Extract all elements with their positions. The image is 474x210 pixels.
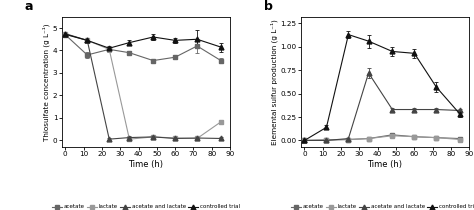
Text: b: b [264,0,273,13]
Legend: acetate, lactate, acetate and lactate, controlled trial: acetate, lactate, acetate and lactate, c… [52,205,240,209]
Legend: acetate, lactate, acetate and lactate, controlled trial: acetate, lactate, acetate and lactate, c… [291,205,474,209]
X-axis label: Time (h): Time (h) [367,160,402,169]
X-axis label: Time (h): Time (h) [128,160,164,169]
Text: a: a [25,0,33,13]
Y-axis label: Thiosulfate concentration (g L⁻¹): Thiosulfate concentration (g L⁻¹) [43,23,50,141]
Y-axis label: Elemental sulfur production (g L⁻¹): Elemental sulfur production (g L⁻¹) [270,19,278,145]
